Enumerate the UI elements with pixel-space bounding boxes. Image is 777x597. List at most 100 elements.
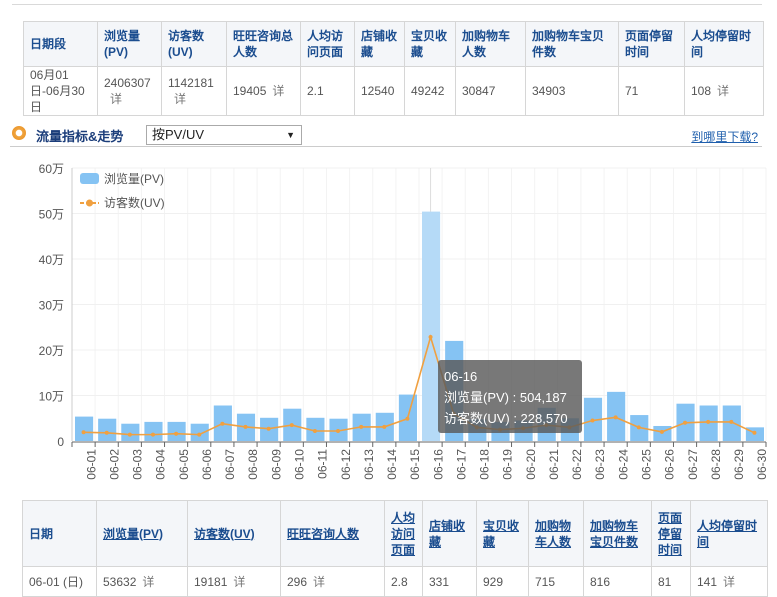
svg-text:40万: 40万	[39, 253, 64, 267]
cell-pv: 53632 详	[96, 566, 188, 597]
sort-pv[interactable]: 浏览量(PV)	[96, 500, 188, 567]
svg-text:10万: 10万	[39, 390, 64, 404]
header-shop-fav: 店铺收藏	[354, 21, 405, 67]
sort-uv[interactable]: 访客数(UV)	[187, 500, 281, 567]
cell-avg-stay: 108 详	[684, 66, 764, 116]
tooltip-uv: 访客数(UV) : 228,570	[444, 411, 568, 426]
sort-cart-users[interactable]: 加购物车人数	[528, 500, 584, 567]
svg-text:06-02: 06-02	[107, 449, 121, 480]
table-row: 06-01 (日) 53632 详 19181 详 296 详 2.8 331 929…	[22, 566, 768, 597]
svg-text:30万: 30万	[39, 299, 64, 313]
cell-shop-fav: 12540	[354, 66, 405, 116]
header-cart-users: 加购物车人数	[455, 21, 526, 67]
cell-avg-stay: 141 详	[690, 566, 768, 597]
uv-detail-link[interactable]: 详	[174, 92, 187, 106]
svg-text:06-07: 06-07	[223, 449, 237, 480]
svg-text:06-03: 06-03	[131, 449, 145, 480]
header-wangwang: 旺旺咨询总人数	[226, 21, 301, 67]
svg-text:访客数(UV): 访客数(UV)	[104, 195, 165, 210]
sort-avg-stay[interactable]: 人均停留时间	[690, 500, 768, 567]
svg-text:06-25: 06-25	[640, 449, 654, 480]
sort-pages-per-visitor[interactable]: 人均访问页面	[384, 500, 423, 567]
cell-cart-items: 816	[583, 566, 652, 597]
cell-cart-users: 30847	[455, 66, 526, 116]
svg-text:06-01: 06-01	[84, 449, 98, 480]
cell-item-fav: 929	[476, 566, 529, 597]
summary-table: 日期段 浏览量(PV) 访客数(UV) 旺旺咨询总人数 人均访问页面 店铺收藏 …	[23, 21, 764, 116]
wangwang-detail-link[interactable]: 详	[313, 574, 326, 589]
cell-uv: 19181 详	[187, 566, 281, 597]
sort-wangwang[interactable]: 旺旺咨询人数	[280, 500, 385, 567]
download-help-link[interactable]: 到哪里下载?	[691, 130, 758, 144]
sort-page-stay[interactable]: 页面停留时间	[651, 500, 691, 567]
svg-text:06-19: 06-19	[501, 449, 515, 480]
traffic-chart: 0 10万 20万 30万 40万 50万 60万 06-01 06-02 06-03 06-04 0…	[0, 150, 777, 495]
cell-pv: 2406307 详	[97, 66, 162, 116]
header-pv: 浏览量(PV)	[97, 21, 162, 67]
cell-wangwang: 296 详	[280, 566, 385, 597]
top-divider	[12, 4, 762, 5]
pv-detail-link[interactable]: 详	[142, 574, 155, 589]
svg-text:06-20: 06-20	[524, 449, 538, 480]
metric-select[interactable]: 按PV/UV ▼	[146, 125, 302, 145]
tooltip-pv: 浏览量(PV) : 504,187	[444, 390, 567, 405]
header-date-range: 日期段	[23, 21, 98, 67]
svg-text:06-24: 06-24	[616, 449, 630, 480]
dropdown-arrow-icon: ▼	[286, 130, 295, 140]
avg-stay-detail-link[interactable]: 详	[717, 84, 730, 98]
daily-table: 日期 浏览量(PV) 访客数(UV) 旺旺咨询人数 人均访问页面 店铺收藏 宝贝…	[22, 500, 768, 597]
summary-header-row: 日期段 浏览量(PV) 访客数(UV) 旺旺咨询总人数 人均访问页面 店铺收藏 …	[23, 21, 764, 67]
svg-text:06-12: 06-12	[339, 449, 353, 480]
section-title: 流量指标&走势	[36, 129, 124, 144]
header-avg-stay: 人均停留时间	[684, 21, 764, 67]
cell-date: 06-01 (日)	[22, 566, 97, 597]
header-item-fav: 宝贝收藏	[404, 21, 456, 67]
pv-detail-link[interactable]: 详	[110, 92, 123, 106]
sort-shop-fav[interactable]: 店铺收藏	[422, 500, 477, 567]
sort-item-fav[interactable]: 宝贝收藏	[476, 500, 529, 567]
avg-stay-detail-link[interactable]: 详	[723, 574, 736, 589]
cell-wangwang: 19405 详	[226, 66, 301, 116]
section-bullet-icon	[12, 126, 26, 140]
svg-text:06-23: 06-23	[593, 449, 607, 480]
daily-header-row: 日期 浏览量(PV) 访客数(UV) 旺旺咨询人数 人均访问页面 店铺收藏 宝贝…	[22, 500, 768, 567]
svg-text:06-29: 06-29	[732, 449, 746, 480]
svg-text:06-06: 06-06	[200, 449, 214, 480]
chart-tooltip: 06-16 浏览量(PV) : 504,187 访客数(UV) : 228,57…	[438, 360, 582, 433]
svg-text:06-13: 06-13	[362, 449, 376, 480]
tooltip-date: 06-16	[444, 369, 478, 384]
svg-text:06-05: 06-05	[177, 449, 191, 480]
cell-cart-users: 715	[528, 566, 584, 597]
svg-text:60万: 60万	[39, 162, 64, 176]
traffic-section-header: 流量指标&走势 按PV/UV ▼ 到哪里下载?	[10, 123, 762, 147]
header-uv: 访客数(UV)	[161, 21, 227, 67]
svg-text:06-11: 06-11	[316, 449, 330, 479]
svg-text:06-30: 06-30	[755, 449, 769, 480]
svg-text:06-15: 06-15	[408, 449, 422, 480]
cell-date-range: 06月01日-06月30日	[23, 66, 98, 116]
svg-text:06-22: 06-22	[570, 449, 584, 480]
svg-text:06-27: 06-27	[686, 449, 700, 480]
svg-text:06-10: 06-10	[293, 449, 307, 480]
svg-text:06-08: 06-08	[246, 449, 260, 480]
svg-text:浏览量(PV): 浏览量(PV)	[104, 171, 164, 186]
svg-text:06-18: 06-18	[478, 449, 492, 480]
cell-pages-per-visitor: 2.8	[384, 566, 423, 597]
svg-text:06-17: 06-17	[454, 449, 468, 480]
chart-canvas: 0 10万 20万 30万 40万 50万 60万 06-01 06-02 06-03 06-04 0…	[39, 162, 770, 480]
cell-shop-fav: 331	[422, 566, 477, 597]
svg-text:20万: 20万	[39, 344, 64, 358]
svg-text:0: 0	[57, 435, 64, 449]
cell-cart-items: 34903	[525, 66, 619, 116]
wangwang-detail-link[interactable]: 详	[272, 84, 285, 98]
header-pages-per-visitor: 人均访问页面	[300, 21, 355, 67]
cell-page-stay: 81	[651, 566, 691, 597]
cell-page-stay: 71	[618, 66, 685, 116]
sort-cart-items[interactable]: 加购物车宝贝件数	[583, 500, 652, 567]
svg-text:06-26: 06-26	[663, 449, 677, 480]
cell-pages-per-visitor: 2.1	[300, 66, 355, 116]
uv-detail-link[interactable]: 详	[233, 574, 246, 589]
header-cart-items: 加购物车宝贝件数	[525, 21, 619, 67]
svg-text:50万: 50万	[39, 208, 64, 222]
svg-text:06-28: 06-28	[709, 449, 723, 480]
